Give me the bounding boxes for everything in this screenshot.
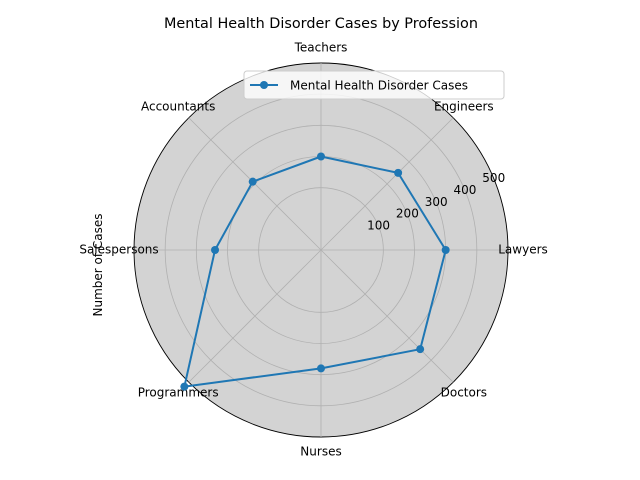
radial-tick-label: 300 bbox=[425, 195, 448, 209]
data-point bbox=[211, 246, 220, 254]
data-point bbox=[248, 177, 257, 186]
category-label: Lawyers bbox=[498, 243, 548, 257]
category-label: Engineers bbox=[434, 100, 494, 114]
data-point bbox=[317, 152, 325, 161]
data-point bbox=[180, 382, 189, 391]
category-label: Nurses bbox=[300, 445, 341, 459]
category-label: Salespersons bbox=[79, 243, 158, 257]
legend-box bbox=[243, 70, 505, 100]
data-point bbox=[317, 364, 325, 373]
radial-tick-label: 400 bbox=[454, 183, 477, 197]
series-layer bbox=[180, 152, 450, 391]
chart-title: Mental Health Disorder Cases by Professi… bbox=[164, 16, 478, 32]
category-label: Programmers bbox=[138, 385, 219, 399]
grid-layer bbox=[134, 63, 508, 437]
angular-gridline bbox=[320, 117, 454, 251]
radial-tick-label: 500 bbox=[482, 171, 505, 185]
radial-tick-label: 200 bbox=[396, 207, 419, 221]
category-label: Accountants bbox=[141, 100, 215, 114]
legend: Mental Health Disorder Cases bbox=[243, 70, 505, 100]
angular-gridline bbox=[188, 249, 322, 383]
data-point bbox=[394, 168, 403, 177]
angular-gridline bbox=[320, 249, 454, 383]
category-label: Teachers bbox=[294, 41, 348, 55]
legend-point-marker bbox=[260, 81, 268, 89]
legend-label: Mental Health Disorder Cases bbox=[290, 79, 468, 93]
y-axis-label: Number of Cases bbox=[91, 213, 105, 316]
data-point bbox=[416, 345, 425, 354]
category-label: Doctors bbox=[441, 385, 487, 399]
category-labels: Lawyers Engineers Teachers Accountants Sales… bbox=[79, 41, 547, 459]
radial-tick-labels: 100 200 300 400 500 bbox=[367, 171, 505, 233]
radial-tick-label: 100 bbox=[367, 219, 390, 233]
data-point bbox=[441, 246, 450, 254]
